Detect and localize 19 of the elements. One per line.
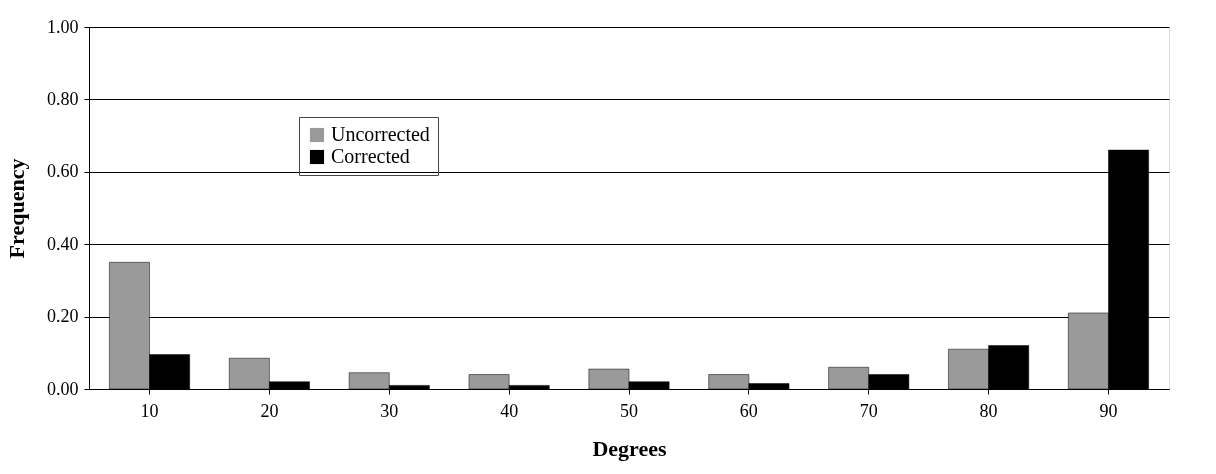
y-tick-label: 0.00 [47,378,79,399]
x-tick-label: 80 [979,400,998,421]
y-tick-label: 0.20 [47,306,79,327]
x-tick-label: 20 [260,400,279,421]
legend-label: Corrected [331,145,410,167]
x-axis-title: Degrees [592,435,667,461]
y-tick-label: 0.60 [47,161,79,182]
x-tick-label: 70 [859,400,878,421]
y-tick-label: 1.00 [47,16,79,37]
legend-label: Uncorrected [331,123,430,145]
y-tick-label: 0.80 [47,88,79,109]
x-tick-label: 50 [620,400,638,421]
x-tick-label: 30 [380,400,399,421]
x-tick-label: 60 [739,400,758,421]
x-tick-label: 90 [1099,400,1118,421]
x-tick-label: 40 [500,400,519,421]
y-tick-label: 0.40 [47,233,79,254]
y-axis-title: Frequency [4,158,29,259]
x-tick-label: 10 [140,400,159,421]
